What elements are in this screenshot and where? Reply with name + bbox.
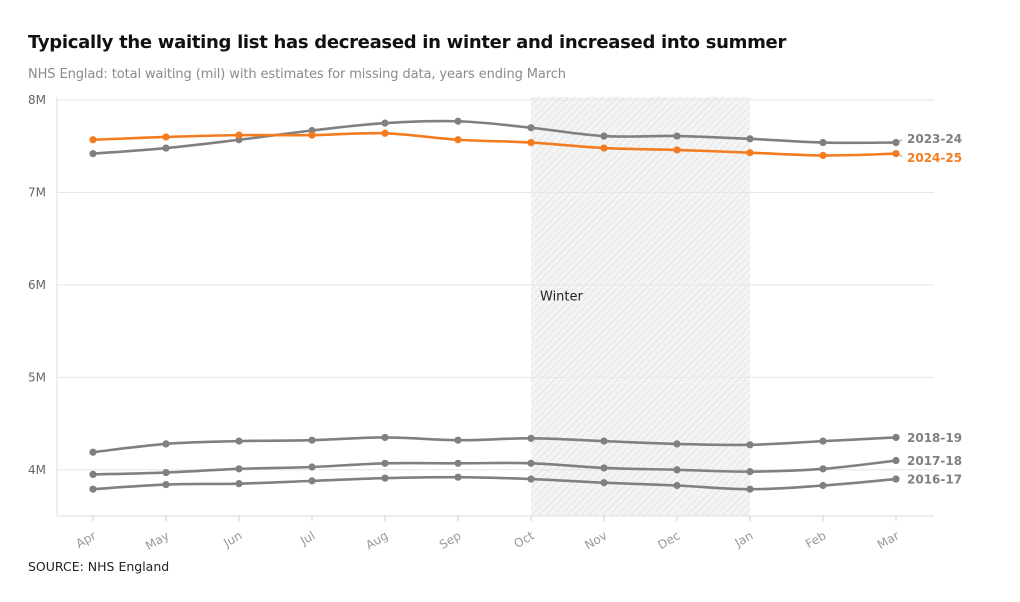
data-point-2024-25 [89, 136, 97, 144]
data-point-2018-19 [381, 433, 389, 442]
data-point-2016-17 [892, 475, 900, 483]
data-point-2017-18 [819, 465, 827, 473]
data-point-2023-24 [819, 138, 827, 147]
data-point-2024-25 [162, 133, 170, 141]
data-point-2017-18 [235, 465, 243, 473]
series-line-2016-17 [91, 475, 898, 491]
chart-subtitle: NHS Englad: total waiting (mil) with est… [28, 67, 566, 82]
x-tick-label: Apr [74, 528, 99, 551]
data-point-2024-25 [819, 151, 827, 160]
label-leader-2023-24 [898, 139, 903, 142]
data-point-2016-17 [235, 480, 243, 488]
data-point-2018-19 [527, 434, 535, 442]
y-tick-label: 6M [28, 278, 46, 292]
data-point-2023-24 [89, 150, 97, 158]
data-point-2016-17 [746, 485, 754, 493]
source-note: SOURCE: NHS England [28, 559, 170, 574]
data-point-2016-17 [162, 480, 170, 489]
data-point-2017-18 [746, 468, 754, 476]
series-label-2016-17: 2016-17 [907, 473, 962, 487]
x-tick-label: Nov [582, 528, 609, 552]
data-point-2016-17 [308, 477, 316, 485]
x-tick-label: Jul [297, 528, 317, 548]
data-point-2017-18 [381, 459, 389, 467]
data-point-2017-18 [308, 463, 316, 471]
data-point-2017-18 [527, 459, 535, 467]
data-point-2024-25 [235, 131, 243, 139]
label-leader-2024-25 [898, 154, 903, 158]
x-tick-label: May [143, 528, 171, 553]
data-point-2023-24 [162, 144, 170, 152]
data-point-2023-24 [600, 132, 608, 140]
data-point-2017-18 [454, 459, 462, 467]
series-line-2023-24 [91, 119, 898, 155]
x-tick-label: Jun [220, 528, 244, 550]
y-tick-label: 5M [28, 370, 46, 384]
data-point-2017-18 [600, 464, 608, 472]
data-point-2024-25 [527, 138, 535, 147]
data-point-2018-19 [235, 437, 243, 445]
data-point-2024-25 [892, 150, 900, 158]
x-tick-label: Jan [732, 528, 756, 550]
data-point-2024-25 [746, 149, 754, 157]
data-point-2023-24 [454, 117, 462, 125]
data-point-2017-18 [673, 466, 681, 474]
x-tick-label: Aug [363, 528, 390, 552]
data-point-2016-17 [600, 479, 608, 487]
data-point-2023-24 [746, 135, 754, 143]
data-point-2023-24 [673, 132, 681, 140]
series-line-2017-18 [91, 459, 898, 476]
data-point-2018-19 [600, 437, 608, 445]
y-tick-label: 7M [28, 185, 46, 199]
data-point-2023-24 [527, 124, 535, 132]
data-point-2018-19 [819, 437, 827, 445]
series-label-2018-19: 2018-19 [907, 431, 962, 445]
data-point-2016-17 [89, 485, 97, 493]
series-line-2018-19 [91, 436, 898, 454]
data-point-2023-24 [381, 119, 389, 127]
x-tick-label: Sep [437, 528, 464, 551]
data-point-2016-17 [527, 475, 535, 483]
data-point-2018-19 [454, 436, 462, 444]
data-point-2024-25 [381, 129, 389, 137]
data-point-2018-19 [746, 441, 754, 449]
data-point-2024-25 [454, 136, 462, 144]
data-point-2016-17 [819, 481, 827, 490]
x-tick-label: Feb [803, 528, 828, 551]
data-point-2016-17 [454, 473, 462, 481]
winter-band-label: Winter [540, 290, 584, 305]
x-tick-label: Mar [875, 528, 902, 551]
chart-title: Typically the waiting list has decreased… [28, 32, 787, 53]
data-point-2017-18 [89, 470, 97, 478]
data-point-2024-25 [308, 131, 316, 139]
data-point-2023-24 [892, 138, 900, 147]
data-point-2018-19 [162, 440, 170, 448]
y-tick-label: 8M [28, 93, 46, 107]
data-point-2018-19 [89, 448, 97, 456]
series-line-2024-25 [91, 131, 898, 157]
data-point-2018-19 [673, 440, 681, 448]
data-point-2017-18 [162, 468, 170, 477]
data-point-2024-25 [673, 146, 681, 154]
series-label-2017-18: 2017-18 [907, 454, 962, 468]
series-label-2023-24: 2023-24 [907, 132, 962, 146]
winter-band [531, 97, 750, 516]
data-point-2018-19 [892, 433, 900, 442]
data-point-2016-17 [381, 474, 389, 482]
data-point-2024-25 [600, 144, 608, 152]
x-tick-label: Dec [655, 528, 682, 552]
data-point-2017-18 [892, 456, 900, 465]
x-tick-label: Oct [512, 528, 537, 551]
series-label-2024-25: 2024-25 [907, 151, 962, 165]
y-tick-label: 4M [28, 463, 46, 477]
data-point-2018-19 [308, 436, 316, 444]
data-point-2016-17 [673, 481, 681, 490]
